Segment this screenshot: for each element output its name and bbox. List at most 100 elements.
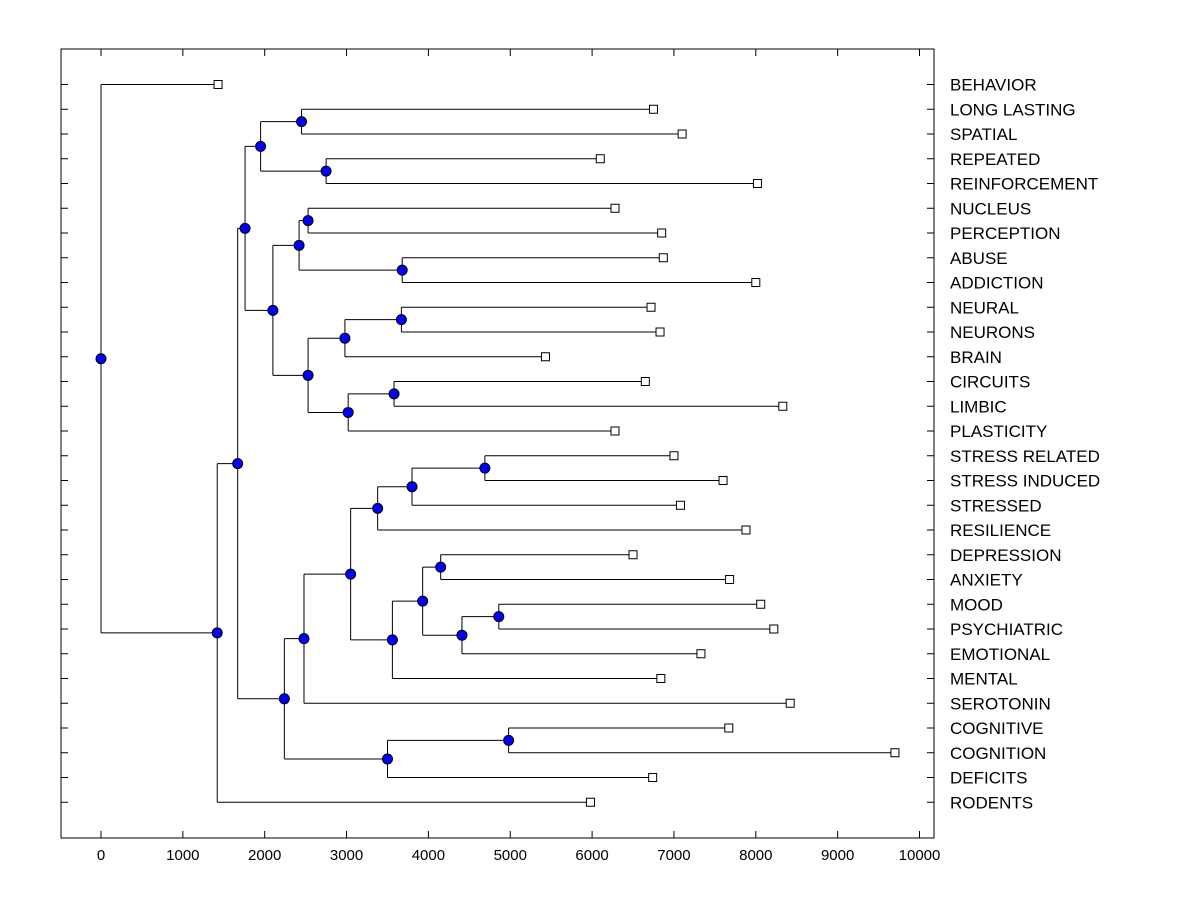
leaf-label: NUCLEUS: [950, 199, 1031, 218]
leaf-marker: [890, 748, 900, 758]
dendrogram-edges: [100, 84, 895, 803]
leaf-marker: [769, 624, 779, 634]
leaf-label: NEURONS: [950, 323, 1035, 342]
leaf-label: LIMBIC: [950, 397, 1007, 416]
leaf-label: MOOD: [950, 595, 1003, 614]
merge-nodes: [95, 116, 515, 765]
merge-node: [479, 462, 491, 474]
leaf-marker: [657, 228, 667, 238]
merge-node: [211, 627, 223, 639]
x-tick-label: 4000: [412, 847, 445, 864]
merge-node: [345, 568, 357, 580]
merge-node: [406, 481, 418, 493]
merge-node: [396, 264, 408, 276]
leaf-label: SEROTONIN: [950, 694, 1051, 713]
leaf-label: CIRCUITS: [950, 373, 1030, 392]
leaf-label: LONG LASTING: [950, 100, 1076, 119]
merge-node: [456, 629, 468, 641]
leaf-marker: [640, 377, 650, 386]
x-tick-label: 6000: [575, 847, 608, 864]
leaf-label: PLASTICITY: [950, 422, 1047, 441]
leaf-marker: [540, 352, 550, 362]
x-tick-label: 2000: [248, 847, 281, 864]
x-tick-label: 8000: [739, 847, 772, 864]
merge-node: [293, 239, 305, 251]
merge-node: [95, 353, 107, 365]
leaf-marker: [756, 599, 766, 609]
leaf-marker: [677, 129, 687, 139]
merge-node: [320, 165, 332, 177]
leaf-label: RESILIENCE: [950, 521, 1051, 540]
merge-node: [435, 561, 447, 573]
leaf-marker: [655, 327, 665, 337]
leaf-label: STRESS RELATED: [950, 447, 1100, 466]
merge-node: [296, 116, 308, 128]
leaf-marker: [595, 154, 605, 164]
leaf-label: ANXIETY: [950, 571, 1023, 590]
merge-node: [417, 595, 429, 607]
x-tick-label: 7000: [657, 847, 690, 864]
leaf-marker: [751, 278, 761, 287]
leaf-label: BEHAVIOR: [950, 76, 1037, 95]
leaf-label: COGNITION: [950, 744, 1046, 763]
x-tick-label: 10000: [899, 847, 941, 864]
leaf-label: STRESSED: [950, 496, 1042, 515]
merge-node: [388, 388, 400, 400]
merge-node: [342, 406, 354, 418]
leaf-marker: [718, 476, 728, 485]
leaf-label: NEURAL: [950, 298, 1019, 317]
merge-node: [302, 369, 314, 381]
merge-node: [503, 734, 515, 746]
leaf-label: PERCEPTION: [950, 224, 1061, 243]
x-tick-label: 9000: [821, 847, 854, 864]
merge-node: [302, 215, 314, 227]
leaf-marker: [585, 797, 595, 807]
leaf-label: COGNITIVE: [950, 719, 1044, 738]
leaf-label: RODENTS: [950, 793, 1033, 812]
x-tick-label: 0: [97, 847, 105, 864]
leaf-label: ADDICTION: [950, 274, 1044, 293]
leaf-marker: [669, 451, 679, 461]
leaf-marker: [646, 302, 656, 312]
merge-node: [232, 458, 244, 470]
leaf-marker: [752, 179, 762, 188]
leaf-marker: [725, 575, 735, 584]
leaf-label: REINFORCEMENT: [950, 175, 1098, 194]
leaf-markers: [213, 80, 900, 807]
leaf-label: STRESS INDUCED: [950, 472, 1100, 491]
leaf-marker: [628, 550, 638, 560]
x-tick-label: 1000: [166, 847, 199, 864]
leaf-label: ABUSE: [950, 249, 1008, 268]
y-ticks: [61, 84, 934, 803]
x-axis: 0 1000 2000 3000 4000 5000 6000 7000 8000 9000 100…: [97, 49, 941, 864]
merge-node: [386, 634, 398, 646]
leaf-label: PSYCHIATRIC: [950, 620, 1063, 639]
merge-node: [381, 753, 393, 765]
leaf-marker: [648, 773, 658, 782]
x-tick-label: 3000: [330, 847, 363, 864]
leaf-label: BRAIN: [950, 348, 1002, 367]
leaf-label: DEPRESSION: [950, 546, 1061, 565]
merge-node: [267, 304, 279, 316]
merge-node: [372, 502, 384, 514]
leaf-marker: [656, 674, 666, 683]
leaf-marker: [696, 649, 706, 659]
merge-node: [278, 693, 290, 705]
leaf-marker: [724, 723, 734, 733]
leaf-label: EMOTIONAL: [950, 645, 1050, 664]
leaf-marker: [648, 104, 658, 114]
x-tick-label: 5000: [494, 847, 527, 864]
leaf-labels: BEHAVIOR LONG LASTING SPATIAL REPEATED REINF…: [950, 76, 1100, 813]
leaf-marker: [778, 401, 788, 411]
plot-frame: [60, 48, 935, 839]
leaf-marker: [658, 253, 668, 263]
leaf-marker: [675, 500, 685, 510]
merge-node: [339, 332, 351, 344]
leaf-label: MENTAL: [950, 670, 1018, 689]
merge-node: [255, 140, 267, 152]
leaf-label: REPEATED: [950, 150, 1040, 169]
leaf-marker: [213, 80, 223, 89]
leaf-marker: [610, 203, 620, 213]
merge-node: [298, 633, 310, 645]
